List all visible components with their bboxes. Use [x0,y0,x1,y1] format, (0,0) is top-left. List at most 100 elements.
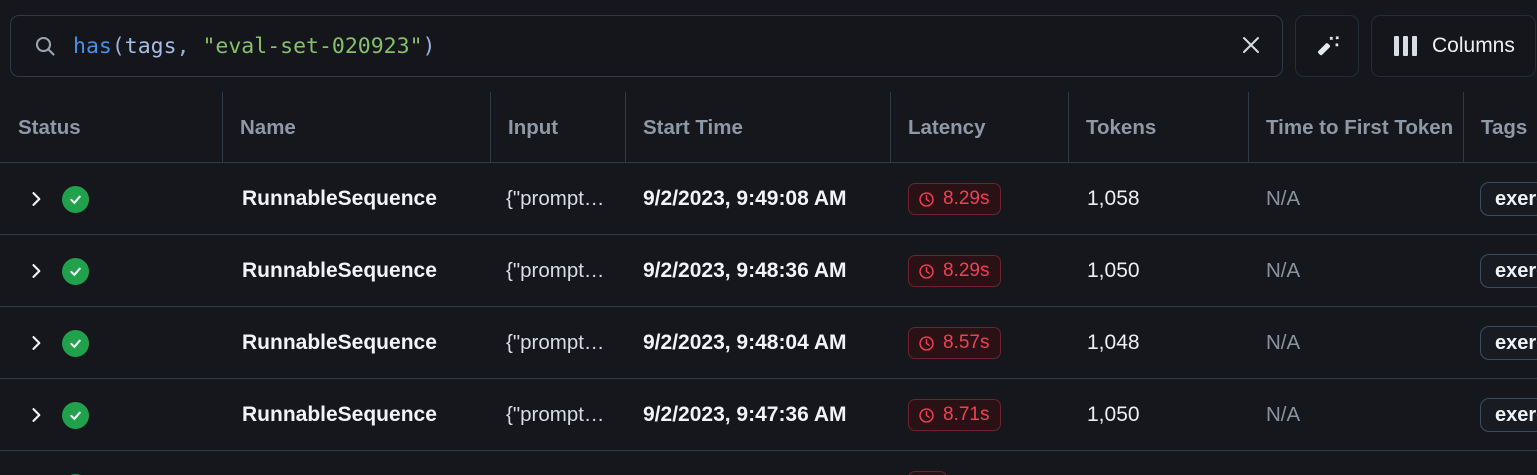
search-icon [33,34,57,58]
latency-badge: 8.29s [908,183,1002,215]
cell-name[interactable]: RunnableSequence [242,403,437,426]
latency-value: 8.71s [943,404,990,425]
column-header-label: Input [508,115,559,139]
cell-start-time: 9/2/2023, 9:49:08 AM [643,187,847,210]
clock-icon [918,191,935,208]
search-toolbar: has(tags, "eval-set-020923") [0,0,1537,92]
column-header-ttft[interactable]: Time to First Token [1248,92,1463,163]
query-token-punct: ( [111,33,125,59]
cell-start-time: 9/2/2023, 9:47:36 AM [643,403,847,426]
columns-button[interactable]: Columns [1371,15,1536,77]
row-expand-toggle[interactable] [26,163,56,235]
query-token-punct: ) [422,33,436,59]
latency-badge: 8.29s [908,255,1002,287]
tag-chip[interactable]: exerci [1480,326,1537,360]
cell-latency: 8.57s [908,307,1068,379]
latency-value: 8.29s [943,188,990,209]
cell-name[interactable]: RunnableSequence [242,259,437,282]
check-circle-icon [62,401,89,429]
status-badge [62,379,102,451]
column-header-label: Tags [1481,115,1528,139]
column-divider [222,92,223,163]
cell-input: {"prompt… [506,259,605,282]
table-body: RunnableSequence {"prompt… 9/2/2023, 9:49:… [0,163,1537,475]
cell-time-to-first-token: N/A [1266,187,1301,210]
cell-name[interactable]: RunnableSequence [242,187,437,210]
chevron-right-icon[interactable] [26,189,46,209]
check-circle-icon [62,329,89,357]
row-expand-toggle[interactable] [26,307,56,379]
column-header-start_time[interactable]: Start Time [625,92,890,163]
search-input[interactable]: has(tags, "eval-set-020923") [10,15,1283,77]
chevron-right-icon[interactable] [26,405,46,425]
latency-badge: 8.57s [908,327,1002,359]
columns-button-label: Columns [1432,34,1515,57]
cell-name[interactable]: RunnableSequence [242,331,437,354]
cell-tokens: 1,058 [1087,187,1140,210]
column-header-tokens[interactable]: Tokens [1068,92,1248,163]
cell-latency: 8.71s [908,379,1068,451]
clock-icon [918,263,935,280]
column-header-label: Status [18,115,81,139]
table-row[interactable]: RunnableSequence {"prompt… 9/2/2023, 9:48:… [0,307,1537,379]
tag-chip[interactable]: exerci [1480,254,1537,288]
query-token-fn: has [73,33,112,59]
column-header-label: Start Time [643,115,743,139]
table-row[interactable]: RunnableSequence {"prompt… 9/2/2023, 9:48:… [0,235,1537,307]
cell-time-to-first-token: N/A [1266,259,1301,282]
cell-latency [908,451,1068,475]
runs-table: Status Name Input Start Time Latency Tokens Ti… [0,92,1537,475]
row-expand-toggle[interactable] [26,235,56,307]
column-divider [1068,92,1069,163]
cell-input: {"prompt… [506,403,605,426]
cell-tags: exerci [1480,307,1537,379]
status-badge [62,451,102,475]
magic-wand-button[interactable] [1295,15,1359,77]
tag-chip[interactable]: exerci [1480,182,1537,216]
latency-value: 8.57s [943,332,990,353]
column-header-label: Tokens [1086,115,1157,139]
cell-tags: exerci [1480,379,1537,451]
cell-tokens: 1,048 [1087,331,1140,354]
column-header-label: Name [240,115,296,139]
clear-search-button[interactable] [1234,29,1268,63]
table-row[interactable] [0,451,1537,475]
check-circle-icon [62,257,89,285]
search-query-text[interactable]: has(tags, "eval-set-020923") [73,34,1218,59]
cell-start-time: 9/2/2023, 9:48:04 AM [643,331,847,354]
cell-tags: exerci [1480,163,1537,235]
row-expand-toggle[interactable] [26,379,56,451]
tag-chip[interactable]: exerci [1480,398,1537,432]
cell-time-to-first-token: N/A [1266,403,1301,426]
cell-latency: 8.29s [908,235,1068,307]
cell-start-time: 9/2/2023, 9:48:36 AM [643,259,847,282]
clock-icon [918,335,935,352]
column-header-latency[interactable]: Latency [890,92,1068,163]
chevron-right-icon[interactable] [26,333,46,353]
column-header-name[interactable]: Name [222,92,490,163]
status-badge [62,163,102,235]
close-icon [1239,33,1263,60]
check-circle-icon [62,185,89,213]
column-divider [625,92,626,163]
table-row[interactable]: RunnableSequence {"prompt… 9/2/2023, 9:49:… [0,163,1537,235]
columns-icon [1394,36,1417,56]
column-header-tags[interactable]: Tags [1463,92,1537,163]
column-header-input[interactable]: Input [490,92,625,163]
cell-input: {"prompt… [506,187,605,210]
column-divider [490,92,491,163]
column-divider [1248,92,1249,163]
check-circle-icon [62,473,89,475]
status-badge [62,235,102,307]
column-header-label: Time to First Token [1266,115,1454,139]
column-header-status[interactable]: Status [0,92,222,163]
query-token-str: "eval-set-020923" [202,33,423,59]
cell-tags: exerci [1480,235,1537,307]
chevron-right-icon[interactable] [26,261,46,281]
column-divider [1463,92,1464,163]
table-row[interactable]: RunnableSequence {"prompt… 9/2/2023, 9:47:… [0,379,1537,451]
cell-input: {"prompt… [506,331,605,354]
column-divider [890,92,891,163]
cell-latency: 8.29s [908,163,1068,235]
